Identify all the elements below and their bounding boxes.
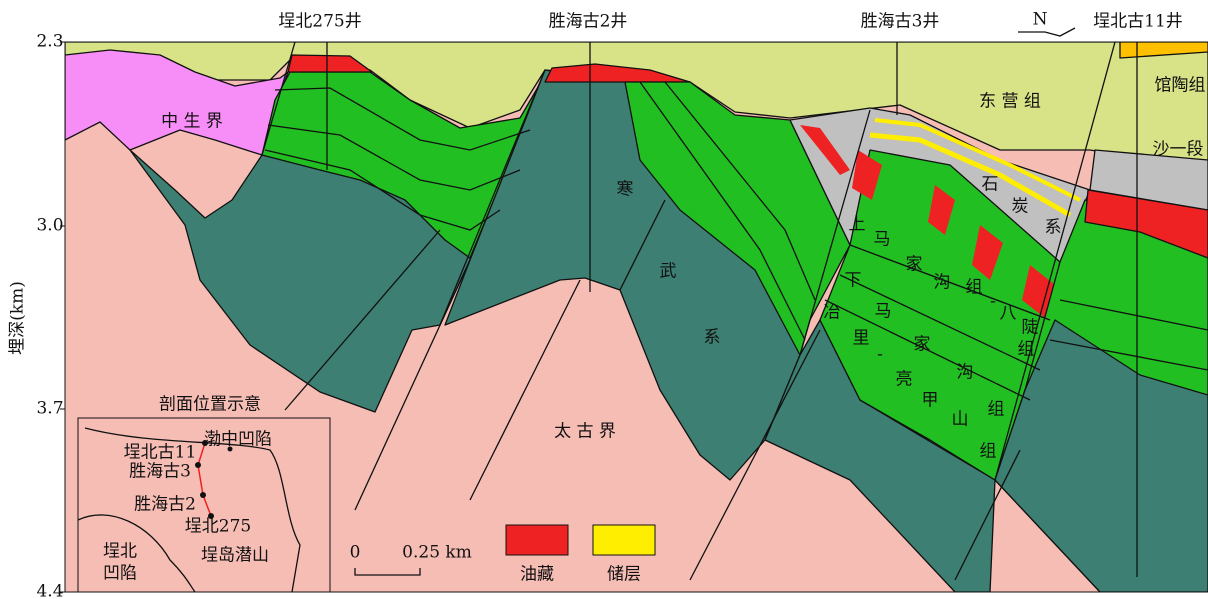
unit-char: 马 xyxy=(874,230,891,250)
unit-char: 家 xyxy=(914,335,931,355)
unit-label: 沙一段 xyxy=(1153,140,1204,160)
unit-char: 陡 xyxy=(1022,318,1039,338)
reservoir xyxy=(874,118,1081,202)
oil-bar xyxy=(972,225,1003,280)
frame xyxy=(64,41,1208,593)
unit-label: 东 营 组 xyxy=(979,92,1041,112)
inset-label: 渤中凹陷 xyxy=(204,430,272,450)
unit-char: 寒 xyxy=(617,180,634,200)
well-lines xyxy=(326,42,1138,577)
unit-char: 八 xyxy=(1000,304,1017,324)
unit-char: 石 xyxy=(982,175,999,195)
axis-label: 埋深(km) xyxy=(8,281,28,355)
unit-char: 炭 xyxy=(1012,197,1029,217)
unit-char: 马 xyxy=(875,302,892,322)
inset-label: 埕北古11 xyxy=(124,443,197,463)
scale-label: 0.25 km xyxy=(402,543,472,563)
unit-char: 下 xyxy=(845,271,862,291)
y-tick-label: 3.0 xyxy=(36,216,63,236)
teal-right xyxy=(764,319,996,592)
faults xyxy=(261,42,1116,581)
inset-label: 埕北275 xyxy=(185,517,251,537)
legend-oil xyxy=(505,524,569,556)
well-label: 胜海古2井 xyxy=(549,12,628,32)
inset-label: 胜海古2 xyxy=(134,495,196,515)
unit-char: 组 xyxy=(1018,340,1035,360)
oil-far xyxy=(1084,189,1208,259)
y-tick-label: 3.7 xyxy=(36,399,63,419)
layer-lines xyxy=(264,81,1208,401)
well-label: 胜海古3井 xyxy=(861,12,940,32)
inset xyxy=(77,417,331,593)
guantao-sand xyxy=(1119,42,1208,59)
oil-bar xyxy=(800,125,850,175)
legend-label: 储层 xyxy=(607,565,641,585)
inset-title: 剖面位置示意 xyxy=(159,395,261,415)
legend-reservoir xyxy=(592,524,656,556)
unit-char: 组 xyxy=(966,278,983,298)
inset-label: 凹陷 xyxy=(103,564,137,584)
north-label: N xyxy=(1033,10,1048,30)
unit-char: 家 xyxy=(906,255,923,275)
well-dot xyxy=(227,446,233,452)
well-dot xyxy=(200,492,206,498)
section-line xyxy=(197,442,212,517)
unit-char: 亮 xyxy=(896,370,913,390)
unit-char: - xyxy=(877,345,883,365)
reservoir xyxy=(869,132,1072,218)
y-tick-label: 4.4 xyxy=(36,582,63,599)
unit-char: 甲 xyxy=(922,391,939,411)
inset-label: 埕北 xyxy=(103,542,137,562)
unit-char: 沟 xyxy=(934,273,951,293)
unit-char: 上 xyxy=(849,215,866,235)
well-dot xyxy=(202,440,208,446)
unit-char: 组 xyxy=(980,442,997,462)
unit-char: 系 xyxy=(1045,218,1062,238)
unit-label: 馆陶组 xyxy=(1155,76,1206,96)
unit-char: 组 xyxy=(988,400,1005,420)
well-label: 埕北275井 xyxy=(278,12,361,32)
oil-left xyxy=(287,54,373,73)
unit-char: 冶 xyxy=(824,303,841,323)
unit-char: 山 xyxy=(952,410,969,430)
north-arrow xyxy=(1018,27,1076,37)
oil-bar xyxy=(1022,265,1055,318)
teal-far xyxy=(994,319,1208,592)
unit-char: 里 xyxy=(853,329,870,349)
inset-label: 胜海古3 xyxy=(129,462,191,482)
unit-char: 武 xyxy=(660,262,677,282)
oil-center xyxy=(544,63,691,83)
inset-label: 埕岛潜山 xyxy=(201,546,269,566)
y-tick-label: 2.3 xyxy=(36,32,63,52)
unit-char: - xyxy=(990,292,996,312)
well-label: 埕北古11井 xyxy=(1093,12,1183,32)
scale-label: 0 xyxy=(350,543,361,563)
coast xyxy=(84,427,301,593)
well-dot xyxy=(208,513,214,519)
unit-char: 系 xyxy=(704,328,721,348)
unit-label: 太 古 界 xyxy=(554,422,616,442)
legend-label: 油藏 xyxy=(520,565,554,585)
oil-bar xyxy=(852,150,882,200)
oil-bar xyxy=(928,185,955,235)
scale-bar xyxy=(354,568,421,576)
well-dot xyxy=(195,462,201,468)
boundary xyxy=(77,514,196,593)
unit-char: 沟 xyxy=(957,363,974,383)
unit-label: 中 生 界 xyxy=(161,112,223,132)
